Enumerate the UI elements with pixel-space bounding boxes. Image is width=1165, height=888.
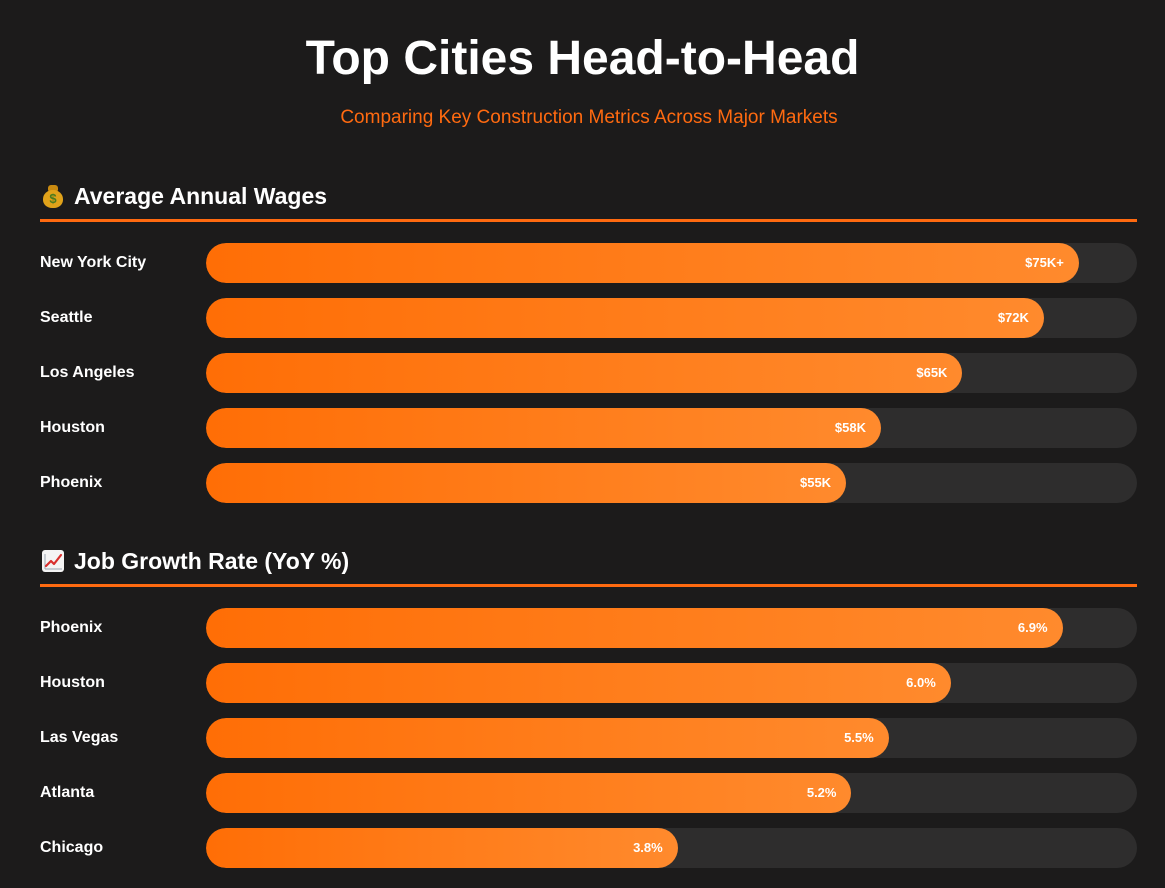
job-growth-bar-list: Phoenix 6.9% Houston 6.0% Las Vegas 5.5% Atlan… (40, 608, 1137, 868)
bar: 5.2% (206, 773, 852, 813)
bar-row: Houston 6.0% (40, 663, 1137, 703)
bar-value-label: 6.9% (1017, 620, 1048, 635)
bar-row: Houston $58K (40, 408, 1137, 448)
bar-row: Phoenix $55K (40, 463, 1137, 503)
bar-track: 5.2% (206, 773, 1137, 813)
bar-value-label: $72K (997, 310, 1029, 325)
wages-section-header: $ Average Annual Wages (40, 174, 1137, 222)
bar: $75K+ (206, 243, 1079, 283)
bar-track: $55K (206, 463, 1137, 503)
bar-track: $75K+ (206, 243, 1137, 283)
page-title: Top Cities Head-to-Head (305, 32, 860, 85)
category-label: New York City (40, 254, 147, 271)
category-label: Seattle (40, 309, 93, 326)
bar-value-label: $75K+ (1025, 255, 1064, 270)
bar-value-label: 3.8% (633, 840, 663, 855)
category-label: Houston (40, 419, 105, 436)
bar-row: New York City $75K+ (40, 243, 1137, 283)
category-label: Phoenix (40, 619, 103, 636)
bar-value-label: $55K (799, 475, 832, 490)
category-label: Houston (40, 674, 105, 691)
bar-track: 5.5% (206, 718, 1137, 758)
bar-track: $65K (206, 353, 1137, 393)
wages-section: $ Average Annual Wages New York City $75K… (40, 174, 1137, 518)
bar-row: Las Vegas 5.5% (40, 718, 1137, 758)
category-label: Phoenix (40, 474, 103, 491)
bar: $55K (206, 463, 847, 503)
category-label: Los Angeles (40, 364, 135, 381)
bar: 3.8% (206, 828, 678, 868)
bar-value-label: $58K (834, 420, 866, 435)
bar: 6.0% (206, 663, 951, 703)
bar-row: Chicago 3.8% (40, 828, 1137, 868)
bar: 5.5% (206, 718, 889, 758)
bar: $58K (206, 408, 881, 448)
bar-row: Los Angeles $65K (40, 353, 1137, 393)
chart-increasing-icon (40, 548, 66, 574)
bar-track: 6.0% (206, 663, 1137, 703)
bar-value-label: $65K (916, 365, 948, 380)
money-bag-icon: $ (40, 183, 66, 209)
bar-value-label: 6.0% (906, 675, 936, 690)
bar: $65K (206, 353, 963, 393)
bar-row: Atlanta 5.2% (40, 773, 1137, 813)
bar-track: $72K (206, 298, 1137, 338)
bar-row: Phoenix 6.9% (40, 608, 1137, 648)
bar: $72K (206, 298, 1044, 338)
bar: 6.9% (206, 608, 1063, 648)
page-subtitle: Comparing Key Construction Metrics Acros… (340, 107, 838, 128)
bar-value-label: 5.2% (806, 785, 837, 800)
bar-value-label: 5.5% (844, 730, 874, 745)
job-growth-section: Job Growth Rate (YoY %) Phoenix 6.9% Houst… (40, 539, 1137, 883)
category-label: Las Vegas (40, 729, 119, 746)
job-growth-section-title: Job Growth Rate (YoY %) (74, 547, 350, 574)
bar-track: $58K (206, 408, 1137, 448)
wages-section-title: Average Annual Wages (74, 182, 328, 209)
bar-track: 6.9% (206, 608, 1137, 648)
bar-track: 3.8% (206, 828, 1137, 868)
wages-bar-list: New York City $75K+ Seattle $72K Los Angeles… (40, 243, 1137, 503)
job-growth-section-header: Job Growth Rate (YoY %) (40, 539, 1137, 587)
category-label: Chicago (40, 839, 104, 856)
bar-row: Seattle $72K (40, 298, 1137, 338)
category-label: Atlanta (40, 784, 95, 801)
